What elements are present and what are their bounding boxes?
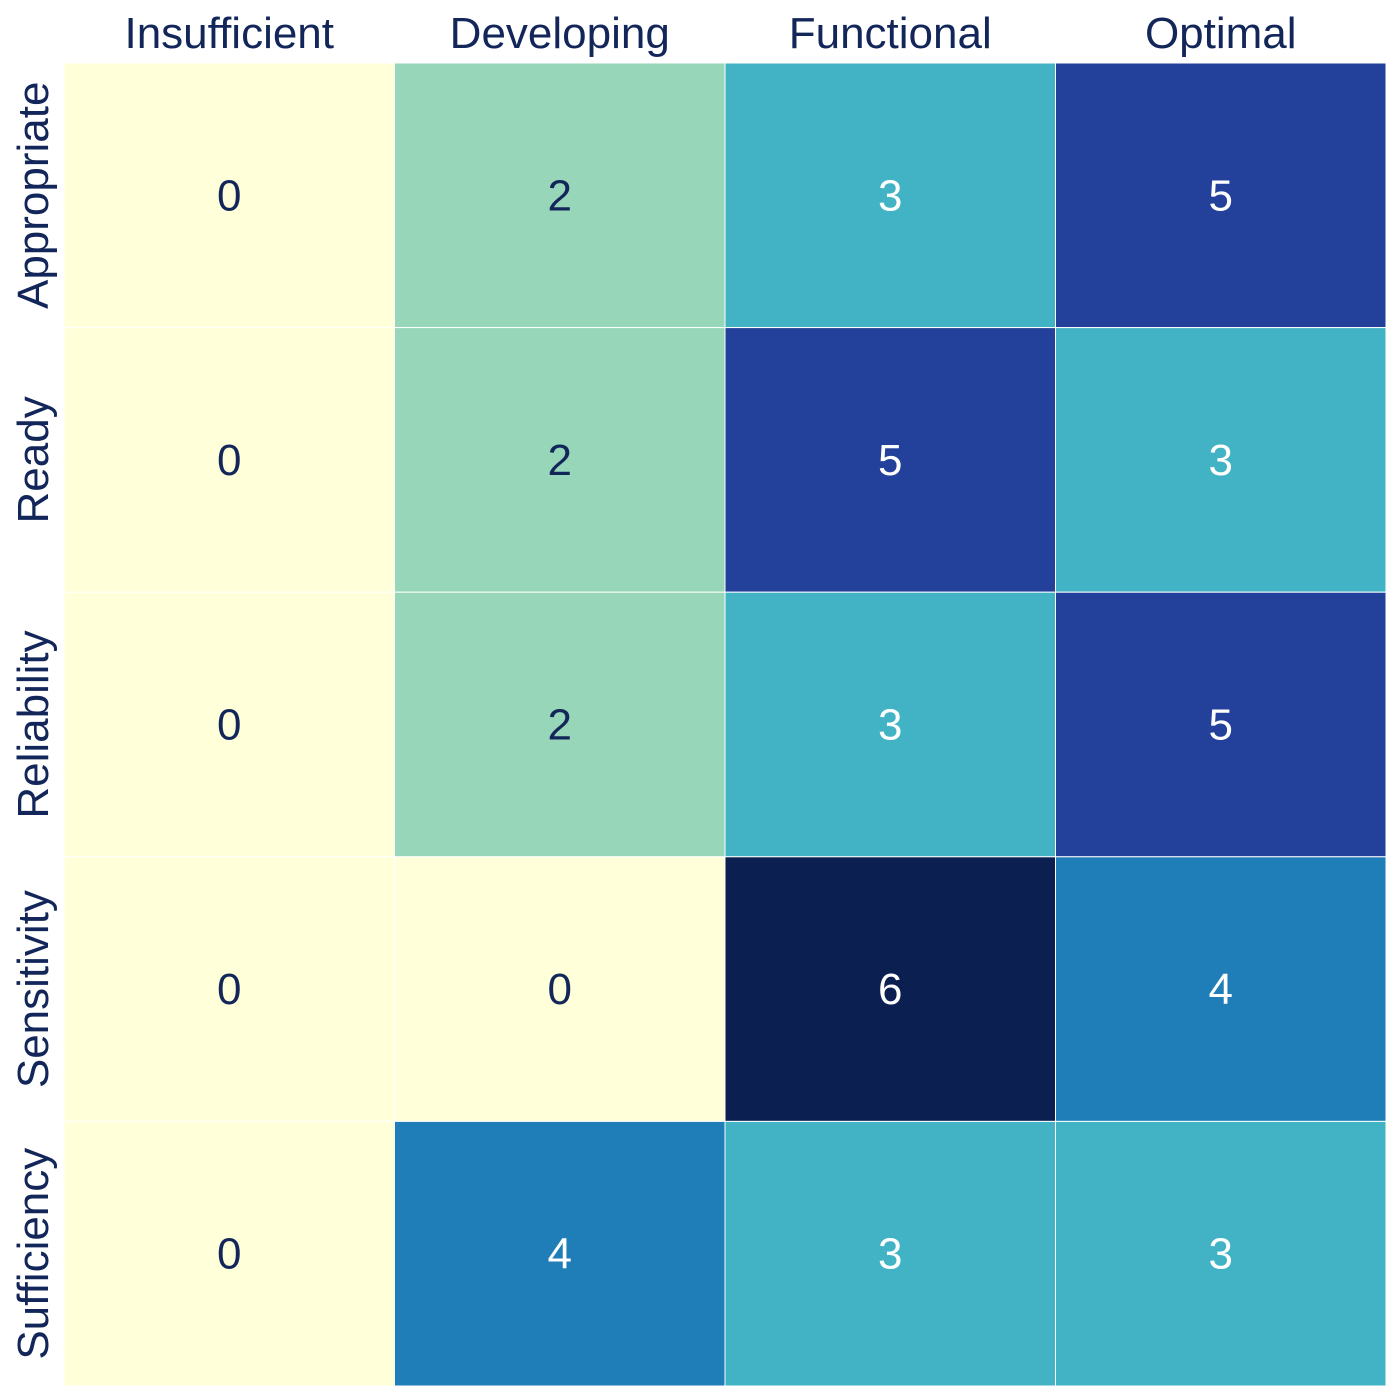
heatmap-cell-appropriate-insufficient	[63, 62, 395, 329]
heatmap-cell-ready-optimal	[1055, 327, 1387, 593]
heatmap-cell-sensitivity-functional	[724, 856, 1056, 1122]
cell-value-label: 5	[1209, 171, 1233, 220]
row-label-sensitivity: Sensitivity	[9, 890, 58, 1088]
column-label-functional: Functional	[789, 9, 992, 58]
cell-value-label: 2	[548, 701, 572, 750]
cell-value-label: 0	[217, 436, 241, 485]
heatmap-cell-sensitivity-optimal	[1055, 856, 1387, 1122]
heatmap-cell-appropriate-optimal	[1055, 62, 1387, 329]
heatmap-cell-ready-insufficient	[63, 327, 395, 593]
heatmap-cells: 0 2 3 5 0 2 5 3 0 2 3 5 0 0 6 4 0 4 3 3	[63, 62, 1387, 1387]
heatmap-cell-appropriate-developing	[394, 62, 726, 329]
heatmap-cell-sufficiency-insufficient	[63, 1120, 395, 1387]
cell-value-label: 3	[1209, 1230, 1233, 1279]
row-label-sufficiency: Sufficiency	[9, 1148, 58, 1360]
heatmap-cell-reliability-developing	[394, 591, 726, 858]
cell-value-label: 2	[548, 436, 572, 485]
cell-value-label: 5	[878, 436, 902, 485]
heatmap-cell-sufficiency-developing	[394, 1120, 726, 1387]
cell-value-label: 0	[217, 1230, 241, 1279]
row-label-reliability: Reliability	[9, 630, 58, 818]
heatmap-cell-sufficiency-optimal	[1055, 1120, 1387, 1387]
cell-value-label: 3	[1209, 436, 1233, 485]
heatmap-cell-sensitivity-developing	[394, 856, 726, 1122]
cell-value-label: 4	[548, 1230, 572, 1279]
heatmap-cell-sufficiency-functional	[724, 1120, 1056, 1387]
heatmap-cell-sensitivity-insufficient	[63, 856, 395, 1122]
column-label-insufficient: Insufficient	[124, 9, 334, 58]
heatmap-cell-ready-developing	[394, 327, 726, 593]
cell-value-label: 0	[217, 965, 241, 1014]
row-label-ready: Ready	[9, 396, 58, 523]
cell-value-label: 5	[1209, 701, 1233, 750]
column-label-optimal: Optimal	[1145, 9, 1297, 58]
cell-value-label: 0	[217, 701, 241, 750]
row-label-appropriate: Appropriate	[9, 82, 58, 309]
heatmap-cell-appropriate-functional	[724, 62, 1056, 329]
cell-value-label: 2	[548, 171, 572, 220]
heatmap-cell-ready-functional	[724, 327, 1056, 593]
cell-value-label: 0	[548, 965, 572, 1014]
cell-value-label: 4	[1209, 965, 1233, 1014]
cell-value-label: 0	[217, 171, 241, 220]
cell-value-label: 3	[878, 1230, 902, 1279]
column-label-developing: Developing	[450, 9, 670, 58]
column-labels: Insufficient Developing Functional Optimal	[124, 9, 1296, 58]
cell-value-label: 3	[878, 701, 902, 750]
cell-value-label: 3	[878, 171, 902, 220]
heatmap-cell-reliability-optimal	[1055, 591, 1387, 858]
cell-value-label: 6	[878, 965, 902, 1014]
row-labels: Appropriate Ready Reliability Sensitivity Su…	[9, 82, 58, 1360]
